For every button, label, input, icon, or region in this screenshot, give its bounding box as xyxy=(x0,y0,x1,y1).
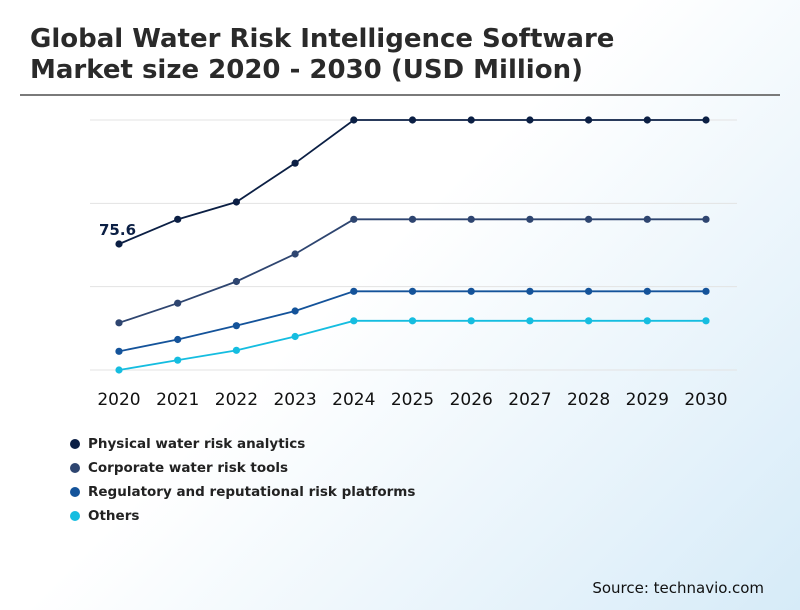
data-point xyxy=(232,322,240,330)
x-tick-label: 2027 xyxy=(508,390,551,410)
data-point xyxy=(174,335,182,344)
series-line xyxy=(118,119,706,245)
data-point xyxy=(115,366,123,374)
data-point xyxy=(408,317,417,325)
data-point xyxy=(702,317,710,325)
data-point xyxy=(232,277,240,286)
legend-marker xyxy=(70,439,80,449)
x-tick-label: 2029 xyxy=(626,390,669,410)
data-point xyxy=(526,215,534,223)
data-point xyxy=(585,116,593,124)
series-line xyxy=(118,319,706,371)
title-divider xyxy=(20,94,780,96)
data-point xyxy=(526,317,534,325)
x-tick-label: 2026 xyxy=(450,390,493,410)
data-point xyxy=(232,346,240,354)
data-point xyxy=(643,287,651,295)
line-chart: 2020 2021 2022 2023 2024 2025 2026 2027 2028 2029… xyxy=(90,116,737,410)
data-point xyxy=(585,317,593,325)
legend-marker xyxy=(70,463,80,473)
data-point xyxy=(291,332,299,341)
data-point xyxy=(115,319,123,327)
data-point xyxy=(174,356,182,364)
data-point xyxy=(526,287,534,295)
data-point xyxy=(350,116,358,124)
x-tick-label: 2022 xyxy=(215,390,258,410)
data-point xyxy=(467,215,475,223)
chart-title-line-1: Global Water Risk Intelligence Software xyxy=(30,24,615,54)
legend-label: Regulatory and reputational risk platfor… xyxy=(88,484,416,500)
data-point xyxy=(467,287,475,295)
data-point xyxy=(291,250,299,258)
chart-title: Global Water Risk Intelligence Software … xyxy=(30,24,770,86)
data-point xyxy=(115,347,123,355)
data-point xyxy=(408,116,417,124)
data-point xyxy=(526,116,534,124)
legend-item: Corporate water risk tools xyxy=(70,456,415,480)
data-point xyxy=(408,287,417,295)
data-point xyxy=(291,307,299,315)
x-tick-label: 2020 xyxy=(97,390,140,410)
legend-marker xyxy=(70,487,80,497)
data-point xyxy=(643,215,651,223)
data-point xyxy=(702,116,710,124)
data-point xyxy=(115,240,123,248)
data-point xyxy=(350,317,358,325)
legend-label: Physical water risk analytics xyxy=(88,436,306,452)
legend-label: Corporate water risk tools xyxy=(88,460,289,476)
series-line xyxy=(118,218,706,324)
data-point xyxy=(350,287,358,295)
x-tick-label: 2021 xyxy=(156,390,199,410)
data-point xyxy=(643,116,651,124)
x-tick-label: 2025 xyxy=(391,390,434,410)
data-point xyxy=(643,317,651,325)
data-point xyxy=(585,287,593,295)
x-tick-label: 2028 xyxy=(567,390,610,410)
legend-item: Physical water risk analytics xyxy=(70,432,415,456)
legend-marker xyxy=(70,511,80,521)
data-point xyxy=(702,215,710,223)
data-label: 75.6 xyxy=(99,221,136,239)
data-point xyxy=(702,287,710,295)
x-tick-label: 2023 xyxy=(273,390,316,410)
data-point xyxy=(467,116,475,124)
chart-title-line-2: Market size 2020 - 2030 (USD Million) xyxy=(30,55,583,85)
data-point xyxy=(408,215,417,223)
source-credit: Source: technavio.com xyxy=(592,579,764,597)
data-point xyxy=(350,215,358,223)
x-tick-label: 2030 xyxy=(684,390,727,410)
legend-item: Others xyxy=(70,504,415,528)
data-point xyxy=(585,215,593,223)
legend-item: Regulatory and reputational risk platfor… xyxy=(70,480,415,504)
legend-label: Others xyxy=(88,508,140,524)
data-point xyxy=(232,198,240,206)
data-point xyxy=(291,159,299,167)
data-point xyxy=(174,299,182,307)
data-point xyxy=(174,215,182,223)
data-point xyxy=(467,317,475,325)
chart-legend: Physical water risk analytics Corporate w… xyxy=(70,432,415,528)
x-tick-label: 2024 xyxy=(332,390,375,410)
